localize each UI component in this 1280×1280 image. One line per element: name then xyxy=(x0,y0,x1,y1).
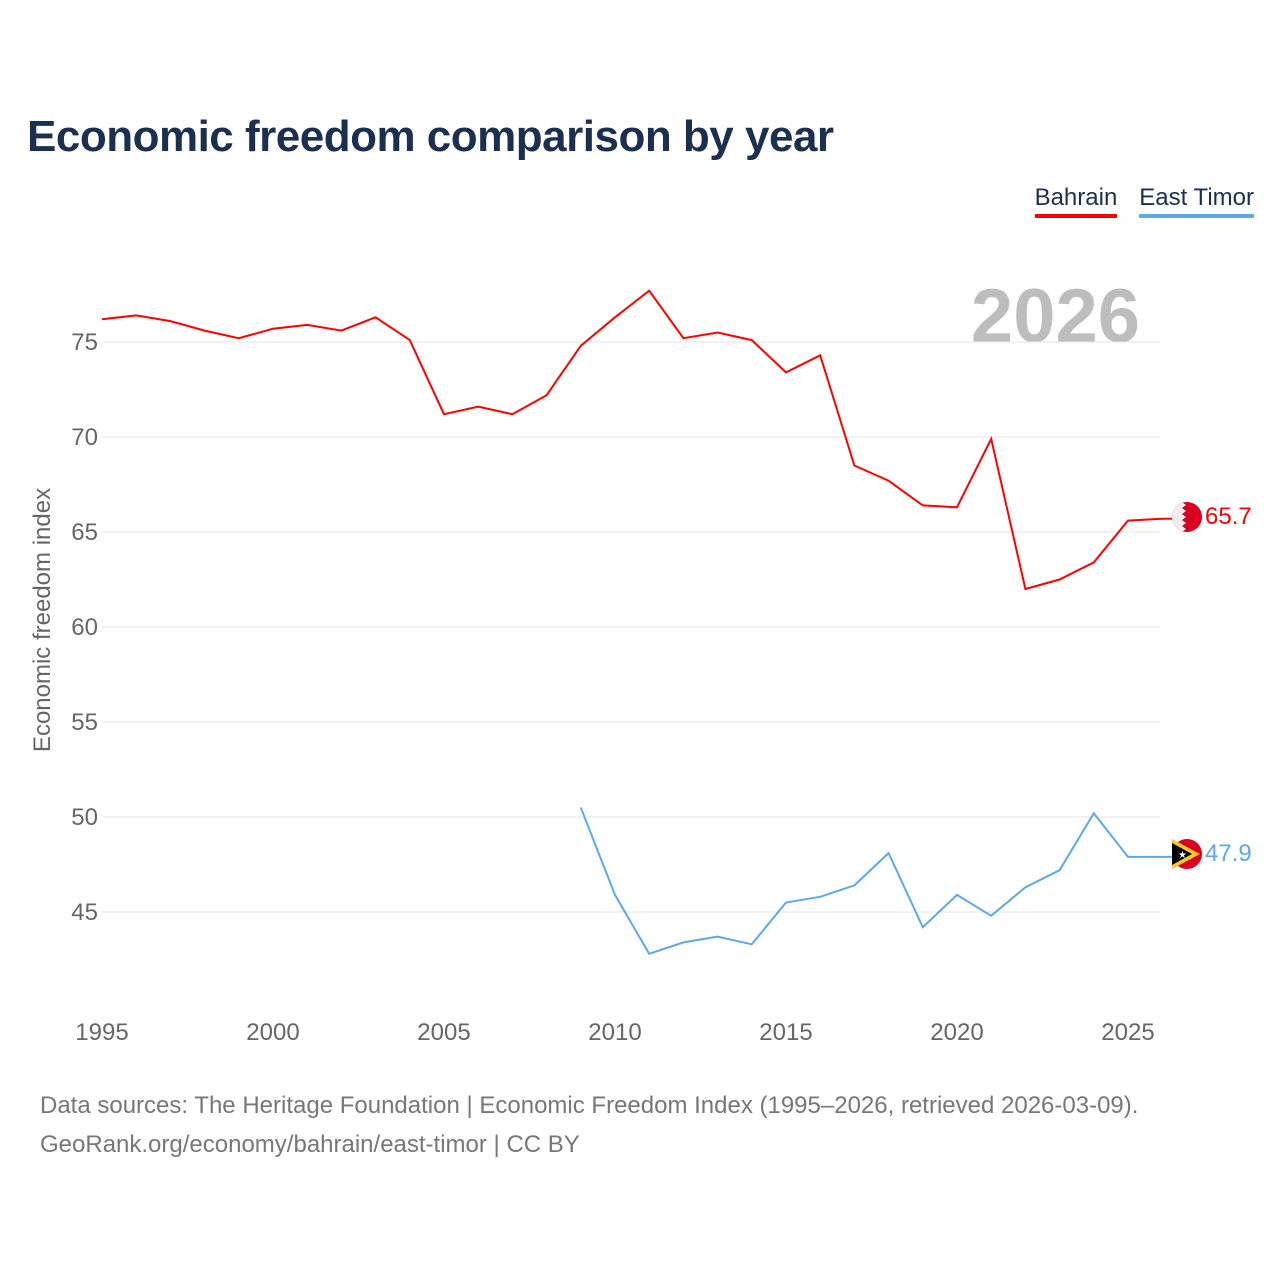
series-line-bahrain xyxy=(101,289,1172,591)
svg-text:★: ★ xyxy=(1178,850,1187,861)
y-tick-label: 45 xyxy=(71,899,98,926)
footer: Data sources: The Heritage Foundation | … xyxy=(40,1086,1138,1164)
y-tick-label: 50 xyxy=(71,804,98,831)
x-tick-label: 2015 xyxy=(759,1019,812,1046)
series-line-east-timor xyxy=(579,807,1172,956)
y-tick-label: 70 xyxy=(71,424,98,451)
y-axis-label: Economic freedom index xyxy=(29,488,56,752)
x-tick-label: 2025 xyxy=(1101,1019,1154,1046)
x-tick-label: 2005 xyxy=(417,1019,470,1046)
legend-bahrain[interactable]: Bahrain xyxy=(1034,184,1118,218)
y-tick-label: 60 xyxy=(71,614,98,641)
y-tick-label: 75 xyxy=(71,329,98,356)
x-tick-label: 2010 xyxy=(588,1019,641,1046)
east-timor-flag-icon: ★ xyxy=(1172,839,1202,869)
year-watermark: 2026 xyxy=(971,274,1140,359)
y-tick-label: 65 xyxy=(71,519,98,546)
bahrain-flag-icon xyxy=(1172,502,1202,532)
chart-title: Economic freedom comparison by year xyxy=(27,112,834,161)
source-link[interactable]: GeoRank.org/economy/bahrain/east-timor |… xyxy=(40,1131,580,1158)
legend: Bahrain East Timor xyxy=(1034,184,1254,218)
x-tick-label: 2020 xyxy=(930,1019,983,1046)
legend-east-timor[interactable]: East Timor xyxy=(1139,184,1254,218)
east-timor-end-label: 47.9 xyxy=(1205,840,1252,867)
x-tick-label: 1995 xyxy=(75,1019,128,1046)
data-source-text: Data sources: The Heritage Foundation | … xyxy=(40,1092,1139,1119)
y-tick-label: 55 xyxy=(71,709,98,736)
bahrain-end-label: 65.7 xyxy=(1205,503,1252,530)
x-tick-label: 2000 xyxy=(246,1019,299,1046)
